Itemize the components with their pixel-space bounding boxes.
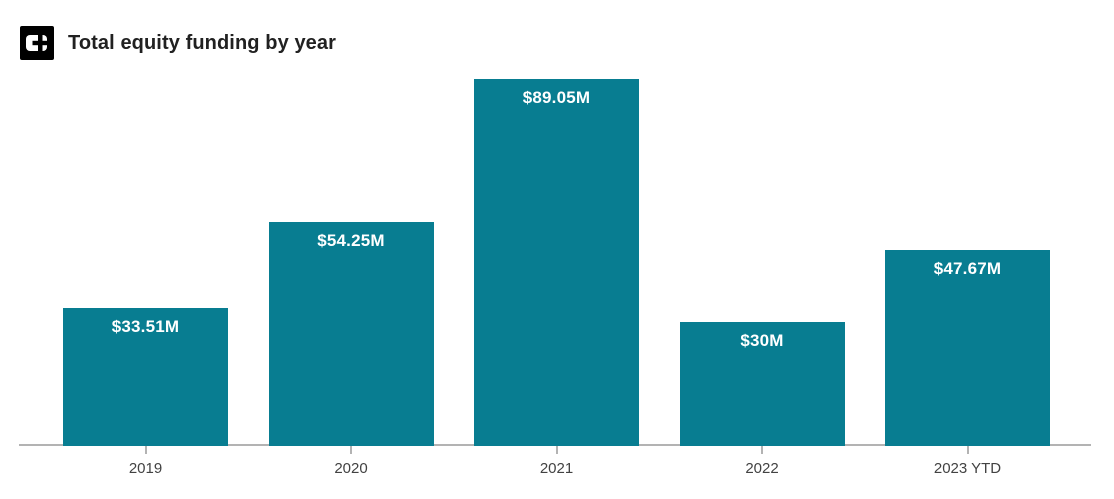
crunchbase-logo-glyph <box>20 26 54 60</box>
bar-value-label-2022: $30M <box>740 331 784 350</box>
x-axis-tick-2019 <box>144 446 147 454</box>
bar-value-label-2019: $33.51M <box>111 317 180 336</box>
x-axis-tick-2020 <box>350 446 352 454</box>
bar-2020[interactable]: $54.25M <box>268 222 434 446</box>
x-axis-label-2022: 2022 <box>745 460 779 477</box>
x-axis-tick-2021 <box>555 446 558 454</box>
crunchbase-logo-icon <box>20 26 54 60</box>
bar-2019[interactable]: $33.51M <box>63 308 228 446</box>
x-axis-tick-2022 <box>761 446 763 454</box>
x-axis-label-2021: 2021 <box>539 460 574 477</box>
x-axis-label-2023-ytd: 2023 YTD <box>933 460 1002 477</box>
bar-2023-ytd[interactable]: $47.67M <box>885 250 1050 446</box>
x-axis-label-2019: 2019 <box>128 460 163 477</box>
bar-2022[interactable]: $30M <box>679 322 845 446</box>
chart-title: Total equity funding by year <box>68 32 337 54</box>
x-axis-label-2020: 2020 <box>334 460 368 477</box>
x-axis-tick-2023-ytd <box>966 446 969 454</box>
bar-value-label-2021: $89.05M <box>522 88 591 107</box>
bar-value-label-2020: $54.25M <box>317 231 385 250</box>
bar-value-label-2023-ytd: $47.67M <box>933 259 1002 278</box>
bar-2021[interactable]: $89.05M <box>474 79 639 446</box>
